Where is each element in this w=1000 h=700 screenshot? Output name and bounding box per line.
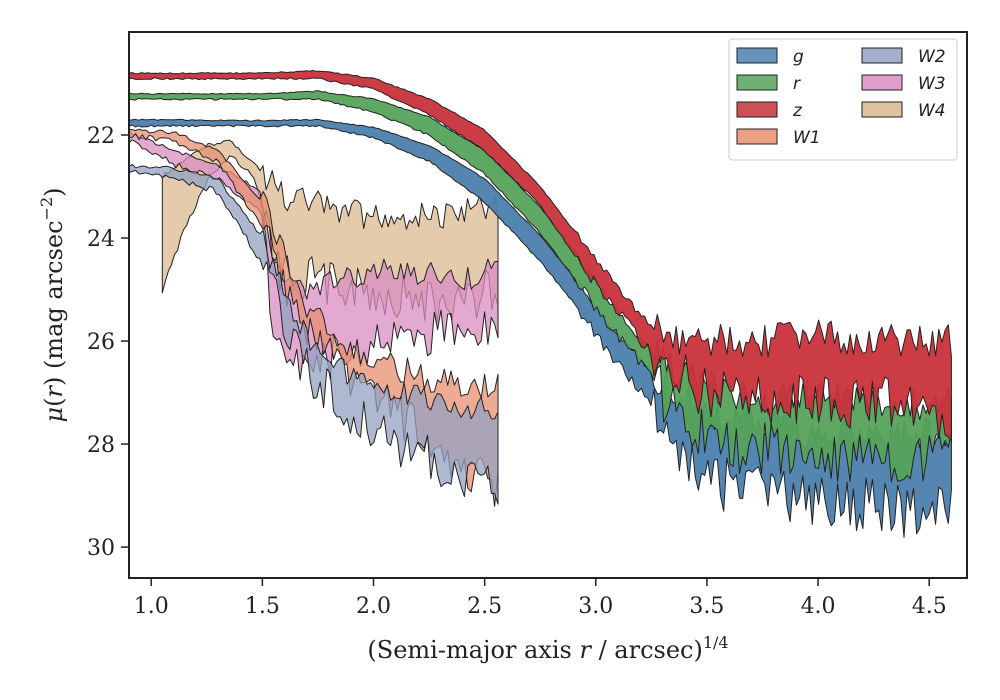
x-tick-label: 1.5 (245, 594, 280, 619)
plot-frame (128, 31, 968, 579)
legend-swatch (736, 74, 778, 91)
legend-entry-z: z (736, 101, 803, 121)
x-tick-label: 2.0 (356, 594, 391, 619)
legend-label: r (793, 74, 801, 94)
legend-entry-w4: W4 (861, 101, 946, 121)
y-tick-label: 22 (87, 124, 115, 149)
legend-label: z (792, 101, 803, 121)
legend: grz W1 W2 W3 W4 (728, 38, 958, 161)
legend-entry-w2: W2 (861, 47, 946, 67)
legend-swatch (736, 128, 778, 145)
y-tick-label: 28 (87, 433, 115, 458)
legend-swatch (861, 74, 903, 91)
series-areas (129, 70, 952, 538)
x-tick-label: 3.5 (689, 594, 724, 619)
legend-label: g (793, 47, 804, 67)
legend-swatch (736, 47, 778, 64)
y-tick-label: 24 (87, 227, 115, 252)
x-axis-label: (Semi-major axis r / arcsec)1/4 (367, 633, 728, 664)
y-tick-label: 30 (87, 536, 115, 561)
legend-swatch (861, 101, 903, 118)
legend-entry-r: r (736, 74, 801, 94)
legend-label: W4 (918, 101, 946, 121)
x-axis: 1.0 1.5 2.0 2.5 3.0 3.5 4.0 4.5 (134, 578, 947, 619)
legend-entry-w1: W1 (736, 128, 821, 148)
x-tick-label: 3.0 (578, 594, 613, 619)
legend-label: W3 (918, 74, 946, 94)
series-band-z (129, 70, 952, 442)
legend-swatch (736, 101, 778, 118)
legend-entry-g: g (736, 47, 804, 67)
legend-entry-w3: W3 (861, 74, 946, 94)
legend-swatch (861, 47, 903, 64)
x-tick-label: 4.0 (801, 594, 836, 619)
legend-label: W2 (918, 47, 946, 67)
x-tick-label: 4.5 (912, 594, 947, 619)
y-tick-label: 26 (87, 330, 115, 355)
x-tick-label: 2.5 (467, 594, 502, 619)
series-band-w2 (129, 164, 499, 505)
legend-label: W1 (793, 128, 821, 148)
y-axis: 22 24 26 28 30 (87, 124, 129, 561)
y-axis-label: μ(r) (mag arcsec−2) (37, 187, 68, 422)
x-tick-label: 1.0 (134, 594, 169, 619)
legend-box (728, 38, 958, 161)
